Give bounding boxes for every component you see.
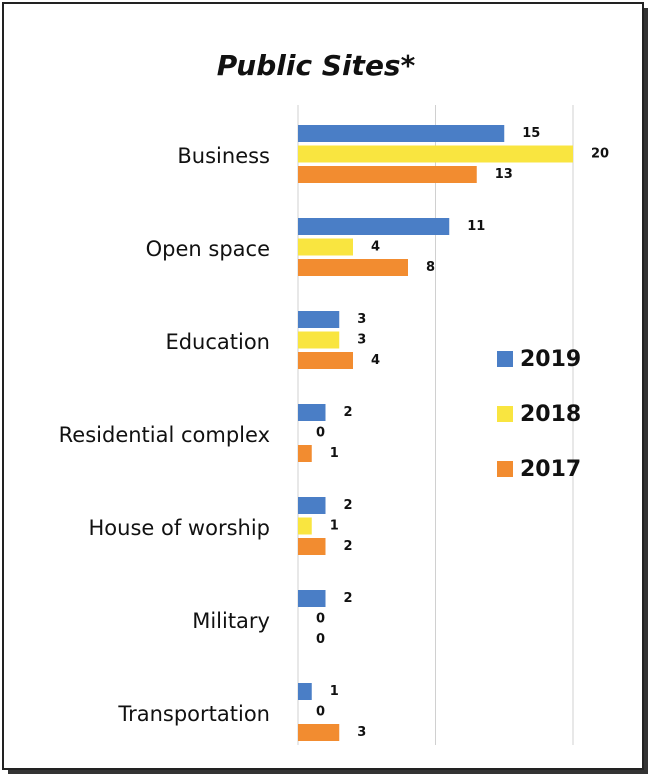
value-label: 0	[316, 426, 325, 441]
value-label: 0	[316, 705, 325, 720]
legend-label: 2019	[520, 347, 581, 372]
category-label: Education	[165, 330, 270, 354]
bar	[298, 166, 477, 183]
category-label: Transportation	[117, 702, 270, 726]
bar	[298, 259, 408, 276]
value-label: 4	[371, 353, 380, 368]
bar	[298, 445, 312, 462]
value-label: 1	[330, 684, 339, 699]
value-label: 3	[357, 333, 366, 348]
value-label: 3	[357, 725, 366, 740]
value-label: 15	[522, 126, 540, 141]
value-label: 8	[426, 260, 435, 275]
value-label: 3	[357, 312, 366, 327]
category-label: Residential complex	[59, 423, 270, 447]
value-label: 20	[591, 147, 609, 162]
bar	[298, 125, 505, 142]
bar	[298, 352, 353, 369]
category-label: Open space	[146, 237, 270, 261]
legend-label: 2017	[520, 457, 581, 482]
value-label: 2	[344, 405, 353, 420]
bar	[298, 218, 450, 235]
legend-swatch	[497, 351, 513, 367]
bar	[298, 238, 353, 256]
value-label: 2	[344, 498, 353, 513]
legend-swatch	[497, 406, 513, 422]
value-label: 0	[316, 612, 325, 627]
bar	[298, 404, 326, 421]
bar	[298, 331, 340, 349]
bar	[298, 497, 326, 514]
bar	[298, 145, 573, 163]
category-label: Military	[192, 609, 270, 633]
value-label: 1	[330, 446, 339, 461]
legend-label: 2018	[520, 402, 581, 427]
category-label: House of worship	[89, 516, 270, 540]
bar	[298, 517, 312, 535]
frame	[2, 2, 644, 770]
bar	[298, 724, 340, 741]
bar	[298, 683, 312, 700]
bar	[298, 538, 326, 555]
category-label: Business	[177, 144, 270, 168]
value-label: 0	[316, 632, 325, 647]
value-label: 1	[330, 519, 339, 534]
value-label: 2	[344, 591, 353, 606]
legend-swatch	[497, 461, 513, 477]
chart-title: Public Sites*	[217, 49, 416, 82]
bar	[298, 311, 340, 328]
value-label: 11	[467, 219, 485, 234]
value-label: 13	[495, 167, 513, 182]
value-label: 4	[371, 240, 380, 255]
bar	[298, 590, 326, 607]
value-label: 2	[344, 539, 353, 554]
